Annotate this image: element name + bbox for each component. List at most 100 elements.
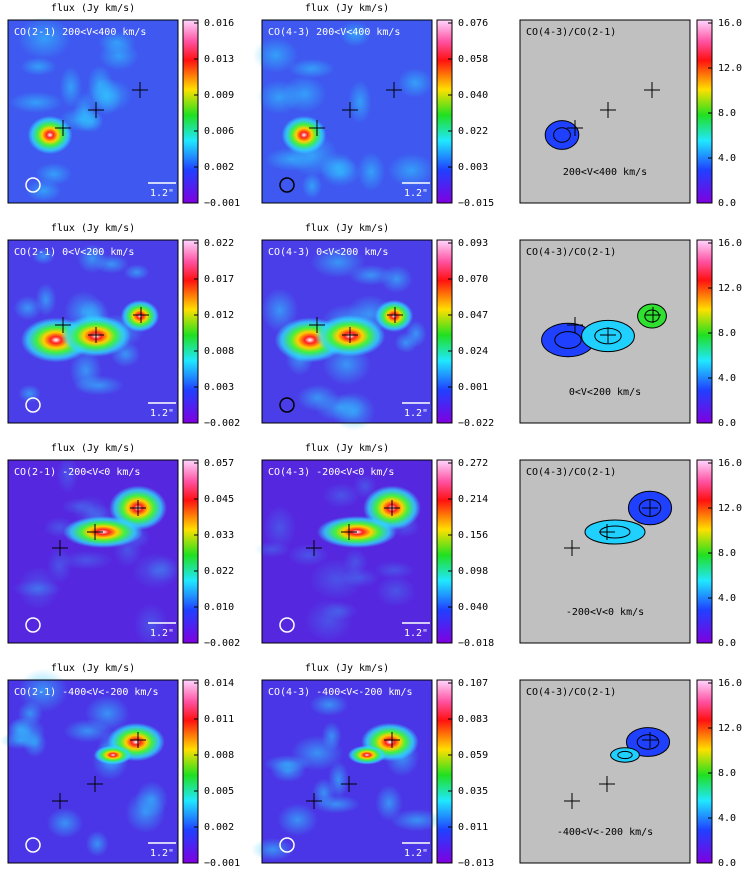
colorbar-tick-label: 0.014 (204, 678, 234, 689)
velocity-label: 0<V<200 km/s (569, 387, 641, 398)
colorbar (183, 680, 198, 863)
colorbar-tick-label: 0.024 (458, 346, 488, 357)
colorbar-tick-label: 0.006 (204, 126, 234, 137)
noise-patch (23, 730, 47, 758)
noise-patch (134, 603, 168, 645)
noise-patch (312, 779, 335, 808)
scale-label: 1.2" (404, 628, 428, 639)
noise-patch (135, 781, 168, 818)
emission (375, 300, 413, 332)
panel-header: flux (Jy km/s) (305, 443, 389, 454)
colorbar-tick-label: 0.0 (718, 418, 736, 429)
colorbar-tick-label: −0.001 (204, 198, 240, 209)
ratio-region (611, 748, 640, 762)
colorbar-tick-label: 0.035 (458, 786, 488, 797)
noise-patch (254, 541, 291, 557)
panel-label: CO(2-1) 0<V<200 km/s (14, 247, 134, 258)
noise-patch (282, 76, 327, 113)
colorbar-tick-label: 0.002 (204, 162, 234, 173)
velocity-label: -400<V<-200 km/s (557, 827, 653, 838)
scale-label: 1.2" (150, 188, 174, 199)
noise-patch (251, 838, 293, 861)
colorbar-tick-label: 0.013 (204, 54, 234, 65)
colorbar-tick-label: 0.214 (458, 494, 488, 505)
colorbar-tick-label: 0.272 (458, 458, 488, 469)
panel-header: flux (Jy km/s) (51, 443, 135, 454)
colorbar (437, 680, 452, 863)
scale-label: 1.2" (150, 848, 174, 859)
colorbar-tick-label: 0.022 (204, 238, 234, 249)
colorbar-tick-label: 0.016 (204, 18, 234, 29)
colorbar-tick-label: −0.015 (458, 198, 494, 209)
noise-patch (380, 265, 412, 293)
colorbar (183, 20, 198, 203)
colorbar-tick-label: 0.011 (204, 714, 234, 725)
colorbar-tick-label: 0.003 (458, 162, 488, 173)
noise-patch (99, 41, 139, 71)
noise-patch (322, 602, 358, 620)
colorbar-tick-label: 0.022 (204, 566, 234, 577)
noise-patch (291, 735, 344, 770)
colorbar (183, 240, 198, 423)
colorbar (697, 460, 712, 643)
panel-header: flux (Jy km/s) (51, 3, 135, 14)
colorbar-tick-label: 8.0 (718, 768, 736, 779)
colorbar-tick-label: 0.009 (204, 90, 234, 101)
colorbar-tick-label: 0.0 (718, 638, 736, 649)
colorbar-tick-label: 4.0 (718, 813, 736, 824)
colorbar-tick-label: 0.022 (458, 126, 488, 137)
scale-label: 1.2" (404, 188, 428, 199)
noise-patch (277, 803, 318, 836)
noise-patch (35, 283, 56, 316)
colorbar-tick-label: 0.010 (204, 602, 234, 613)
panel-header: flux (Jy km/s) (51, 663, 135, 674)
noise-patch (374, 561, 413, 578)
scale-label: 1.2" (150, 628, 174, 639)
colorbar-tick-label: 0.057 (204, 458, 234, 469)
panel-header: flux (Jy km/s) (305, 663, 389, 674)
noise-patch (395, 332, 418, 353)
colorbar-tick-label: 0.040 (458, 90, 488, 101)
colorbar-tick-label: 12.0 (718, 723, 742, 734)
colorbar-tick-label: 16.0 (718, 678, 742, 689)
colorbar-tick-label: 0.059 (458, 750, 488, 761)
noise-patch (357, 152, 385, 191)
emission (282, 116, 327, 154)
colorbar-tick-label: 0.0 (718, 198, 736, 209)
colorbar-tick-label: 0.156 (458, 530, 488, 541)
panel-header: flux (Jy km/s) (305, 3, 389, 14)
ratio-region (545, 121, 579, 150)
noise-patch (253, 37, 298, 73)
noise-patch (390, 809, 443, 831)
colorbar (183, 460, 198, 643)
colorbar-tick-label: 16.0 (718, 238, 742, 249)
panel-label: CO(2-1) 200<V<400 km/s (14, 27, 146, 38)
colorbar-tick-label: 0.070 (458, 274, 488, 285)
noise-patch (47, 808, 84, 838)
colorbar-tick-label: 0.001 (458, 382, 488, 393)
panel-header: flux (Jy km/s) (305, 223, 389, 234)
colorbar-tick-label: 0.017 (204, 274, 234, 285)
emission (348, 745, 386, 764)
panel-label: CO(4-3) -200<V<0 km/s (268, 467, 394, 478)
colorbar-tick-label: 0.012 (204, 310, 234, 321)
colorbar-tick-label: 0.003 (204, 382, 234, 393)
scale-label: 1.2" (404, 848, 428, 859)
colorbar-tick-label: −0.013 (458, 858, 494, 869)
noise-patch (59, 66, 82, 108)
colorbar-tick-label: 0.093 (458, 238, 488, 249)
noise-patch (388, 153, 435, 187)
colorbar-tick-label: −0.022 (458, 418, 494, 429)
colorbar-tick-label: 0.033 (204, 530, 234, 541)
colorbar-tick-label: 0.047 (458, 310, 488, 321)
colorbar-tick-label: 0.058 (458, 54, 488, 65)
colorbar-tick-label: 8.0 (718, 548, 736, 559)
colorbar-tick-label: 0.002 (204, 822, 234, 833)
colorbar (697, 240, 712, 423)
figure: flux (Jy km/s) 1.2" CO(2-1) 200<V<400 km/s… (0, 0, 746, 879)
noise-patch (20, 57, 56, 76)
colorbar-tick-label: 0.076 (458, 18, 488, 29)
colorbar-tick-label: 12.0 (718, 283, 742, 294)
panel-label: CO(4-3) 200<V<400 km/s (268, 27, 400, 38)
noise-patch (18, 701, 43, 726)
